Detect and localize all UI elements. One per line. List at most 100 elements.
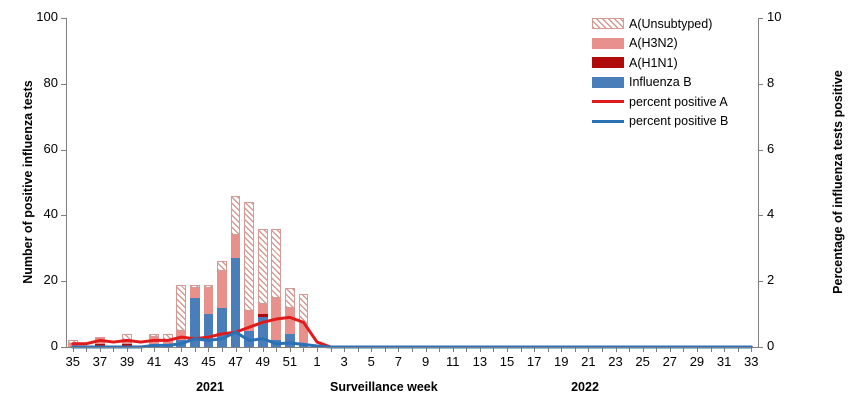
bar-segment-ah1n1: [122, 343, 132, 347]
bar-segment-aunsubtyped: [176, 284, 187, 331]
y-axis-left-tick-label: 60: [43, 140, 58, 156]
x-axis-tickmark: [751, 347, 753, 352]
x-axis-tickmark: [737, 347, 739, 352]
x-axis-tick-label: 41: [146, 354, 162, 369]
x-axis-tick-label: 9: [421, 354, 430, 369]
legend-item[interactable]: percent positive A: [592, 92, 728, 112]
x-axis-tick-label: 15: [499, 354, 515, 369]
bar-segment-ah3n2: [284, 307, 295, 334]
x-axis-tickmark: [330, 347, 332, 352]
legend-label: Influenza B: [629, 75, 692, 89]
x-axis-tickmark: [439, 347, 441, 352]
x-axis-tickmark: [276, 347, 278, 352]
x-axis-tick-label: 19: [554, 354, 569, 369]
y-axis-left-tickmark: [61, 83, 66, 85]
bar-column: [217, 261, 227, 347]
y-axis-right-tick-label: 10: [767, 9, 782, 24]
bar-segment-ah3n2: [190, 287, 200, 298]
x-axis-tickmark: [601, 347, 603, 352]
bar-segment-influenza-b: [257, 317, 268, 347]
x-axis-tickmark: [384, 347, 386, 352]
legend-item[interactable]: percent positive B: [592, 112, 728, 132]
x-axis-tickmark: [574, 347, 576, 352]
legend-item[interactable]: A(Unsubtyped): [592, 14, 728, 34]
x-axis-tickmark: [669, 347, 671, 352]
bar-segment-ah3n2: [67, 343, 78, 347]
bar-segment-ah3n2: [257, 304, 268, 315]
x-axis-tickmark: [127, 347, 129, 352]
x-axis-tickmark: [289, 347, 291, 352]
x-axis-tick-label: 27: [662, 354, 678, 369]
x-axis-tickmark: [398, 347, 400, 352]
x-axis-tickmark: [425, 347, 427, 352]
legend-item[interactable]: A(H3N2): [592, 34, 728, 54]
x-axis-tick-label: 1: [313, 354, 321, 369]
y-axis-left-tickmark: [61, 281, 66, 283]
bar-column: [230, 195, 241, 347]
x-axis-tick-label: 13: [472, 354, 488, 369]
y-axis-right-tick-label: 6: [767, 140, 775, 156]
x-axis-tickmark: [222, 347, 224, 352]
bar-segment-aunsubtyped: [244, 202, 255, 311]
x-axis-tickmark: [452, 347, 454, 352]
x-axis-tick-label: 43: [174, 354, 189, 369]
y-axis-left-line: [66, 18, 67, 347]
x-axis-tickmark: [154, 347, 156, 352]
x-axis-tickmark: [561, 347, 563, 352]
bar-segment-influenza-b: [190, 297, 200, 347]
bar-column: [190, 284, 200, 347]
x-axis-tickmark: [317, 347, 319, 352]
y-axis-left-tickmark: [61, 347, 66, 348]
y-axis-right-tick-label: 0: [767, 338, 775, 353]
legend-label: A(Unsubtyped): [629, 16, 713, 31]
legend-swatch-icon: [592, 100, 624, 104]
y-axis-right-title: Percentage of influenza tests positive: [831, 70, 845, 294]
bar-segment-ah1n1: [257, 314, 268, 318]
bar-segment-ah3n2: [162, 340, 173, 344]
x-axis-tickmark: [262, 347, 264, 352]
x-axis-tickmark: [683, 347, 685, 352]
x-axis-tick-label: 39: [119, 354, 135, 369]
bar-segment-ah3n2: [217, 271, 227, 308]
y-axis-right-tick-label: 4: [767, 206, 775, 222]
x-axis-tickmark: [506, 347, 508, 352]
x-axis-tickmark: [656, 347, 658, 352]
x-axis-tickmark: [371, 347, 373, 352]
x-axis-tickmark: [588, 347, 590, 352]
x-axis-tick-label: 3: [340, 354, 348, 369]
bar-segment-aunsubtyped: [203, 284, 214, 288]
legend-label: percent positive A: [629, 94, 728, 109]
y-axis-right-line: [758, 18, 759, 347]
legend-item[interactable]: Influenza B: [592, 73, 728, 93]
x-axis-tickmark: [86, 347, 88, 352]
legend-label: A(H3N2): [629, 36, 678, 50]
x-axis-title: Surveillance week: [330, 380, 438, 394]
x-axis-tickmark: [696, 347, 698, 352]
legend-item[interactable]: A(H1N1): [592, 53, 728, 73]
bar-segment-influenza-b: [217, 307, 227, 347]
y-axis-left-tickmark: [61, 18, 66, 19]
x-axis-tickmark: [493, 347, 495, 352]
legend-swatch-icon: [592, 37, 624, 49]
x-axis-tickmark: [724, 347, 726, 352]
x-axis-tick-label: 51: [282, 354, 298, 369]
x-axis-tickmark: [479, 347, 481, 352]
x-axis-tick-label: 35: [65, 354, 81, 369]
bar-segment-aunsubtyped: [271, 228, 282, 298]
x-axis-tickmark: [303, 347, 305, 352]
x-axis-tick-label: 31: [716, 354, 732, 369]
bar-segment-influenza-b: [203, 314, 214, 347]
y-axis-right-tickmark: [758, 281, 763, 283]
line-percent-positive-a: [71, 315, 753, 349]
x-axis-tickmark: [235, 347, 237, 352]
legend-swatch-icon: [592, 18, 624, 30]
x-axis-tickmark: [113, 347, 115, 352]
x-axis-tick-label: 23: [608, 354, 623, 369]
y-axis-right-tickmark: [758, 149, 763, 151]
x-axis-tickmark: [466, 347, 468, 352]
legend-swatch-icon: [592, 76, 624, 88]
x-axis-tick-label: 21: [581, 354, 596, 369]
season-label-2021: 2021: [196, 380, 224, 394]
bar-segment-ah3n2: [203, 287, 214, 315]
